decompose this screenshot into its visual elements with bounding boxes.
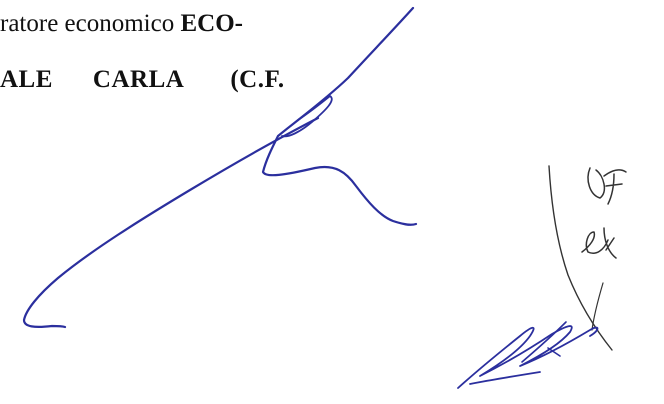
signature-scribble-cross bbox=[521, 321, 567, 363]
line1-regular-text: ratore economico bbox=[0, 10, 181, 37]
pencil-mark-line bbox=[548, 165, 613, 351]
pencil-initials-top bbox=[587, 167, 627, 205]
signature-main-stroke bbox=[261, 6, 418, 226]
line2-word-1: ALE bbox=[0, 66, 53, 93]
line2-word-2: CARLA bbox=[92, 66, 185, 93]
signature-loop-stroke bbox=[281, 95, 333, 138]
text-line-2: ALE CARLA (C.F. bbox=[0, 66, 285, 94]
signature-scribble-lower bbox=[457, 325, 599, 389]
line1-bold-text: ECO- bbox=[180, 10, 243, 37]
line2-word-3: (C.F. bbox=[230, 66, 285, 93]
pencil-initials-bottom bbox=[581, 227, 617, 259]
text-line-1: ratore economico ECO- bbox=[0, 10, 243, 38]
pencil-mark-diagonal bbox=[591, 282, 604, 331]
signature-long-stroke bbox=[22, 116, 320, 329]
